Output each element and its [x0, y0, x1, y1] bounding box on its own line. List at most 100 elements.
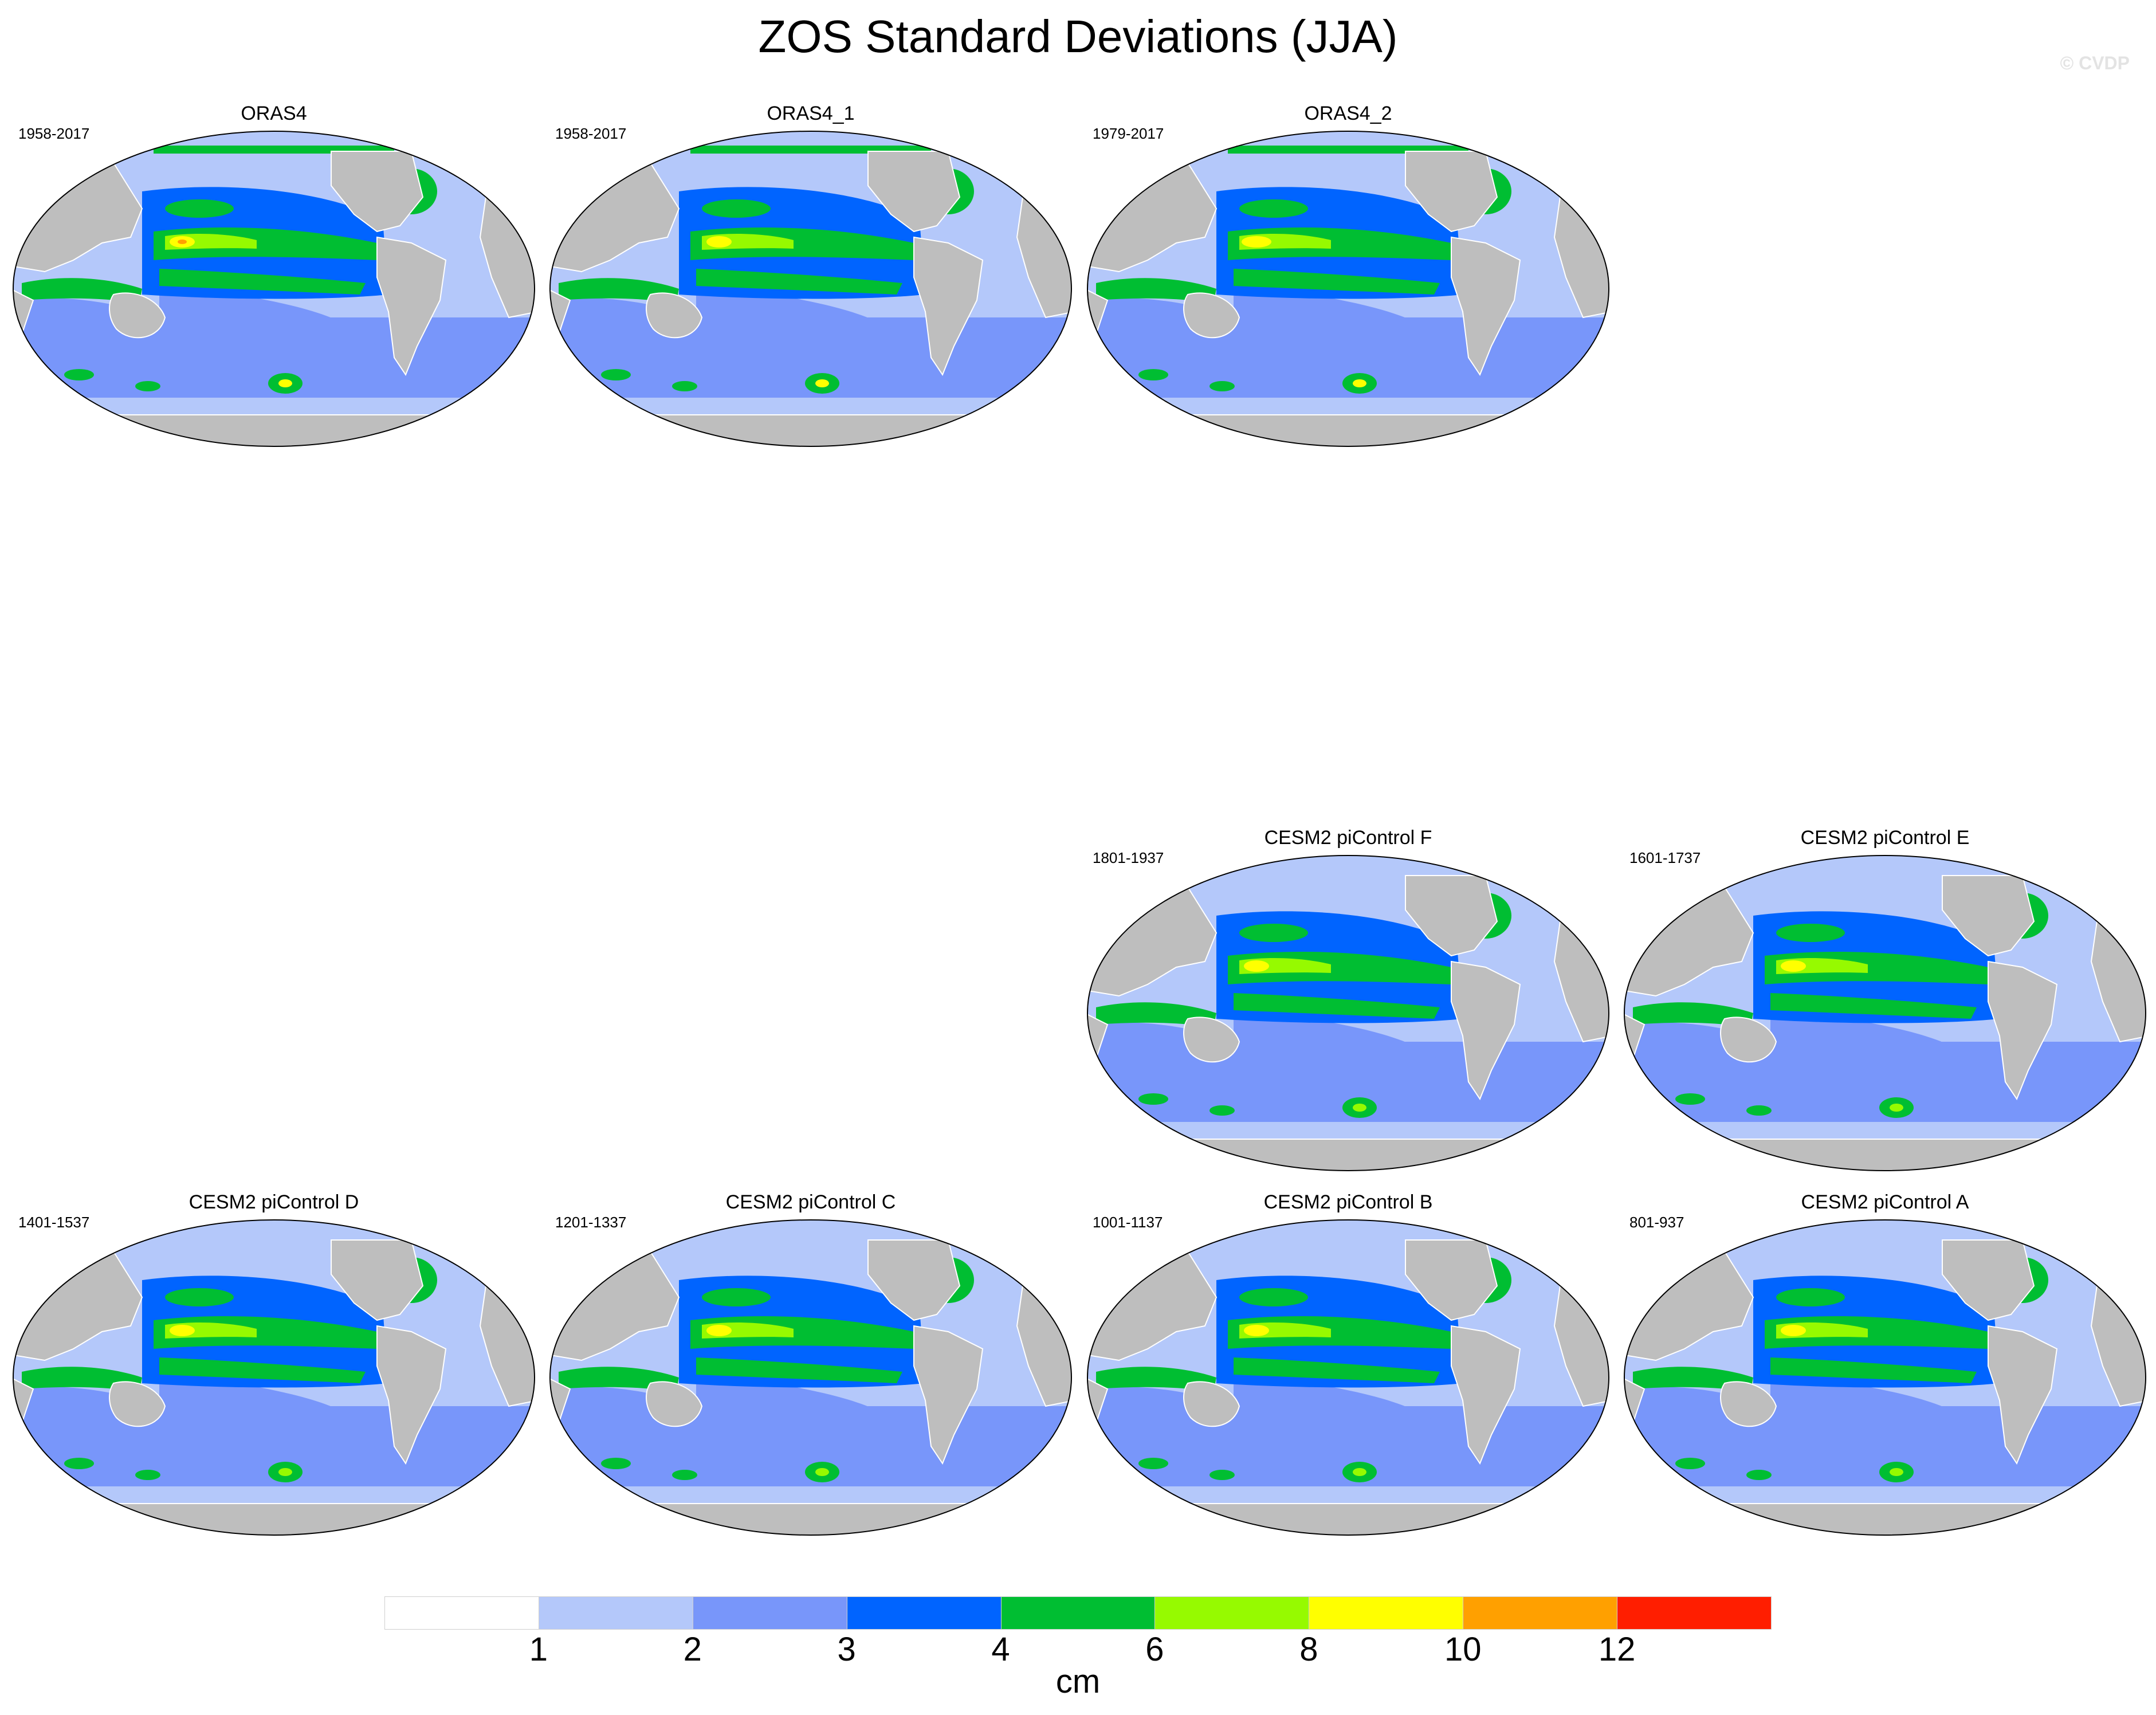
colorbar	[384, 1596, 1772, 1631]
core-yellow	[1781, 1325, 1806, 1336]
colorbar-box	[1617, 1596, 1772, 1630]
map-outline	[549, 1219, 1072, 1536]
core-orange	[178, 240, 187, 244]
global-map	[549, 1219, 1072, 1536]
colorbar-tick-label: 8	[1299, 1631, 1318, 1668]
map-outline	[1624, 855, 2146, 1171]
southern-eddy-mid	[1209, 381, 1235, 391]
colorbar-box	[1463, 1596, 1618, 1630]
map-panel-cesm2-f: CESM2 piControl F 1801-1937	[1085, 826, 1612, 1193]
southern-eddy-core	[815, 379, 829, 387]
australia-land	[1720, 1017, 1777, 1063]
map-outline	[1087, 1219, 1609, 1536]
ocean-field	[1624, 1220, 2146, 1535]
north-america-land	[1942, 1239, 2035, 1321]
antarctica-land	[1087, 1503, 1609, 1535]
panel-period: 1001-1137	[1093, 1214, 1163, 1231]
southern-eddy-core	[1890, 1468, 1903, 1476]
global-map	[1087, 131, 1609, 447]
kuroshio-green	[165, 199, 234, 218]
equatorial-band-south	[696, 1357, 902, 1383]
global-map	[1624, 855, 2146, 1171]
australia-land	[646, 292, 703, 339]
panel-period: 1958-2017	[18, 125, 90, 142]
south-america-land	[1451, 960, 1521, 1101]
south-america-land	[913, 236, 984, 376]
ocean-field	[13, 131, 535, 446]
southern-eddy-core	[1890, 1104, 1903, 1112]
north-america-land	[1405, 1239, 1498, 1321]
map-outline	[1624, 1219, 2146, 1536]
north-america-land	[331, 151, 424, 233]
colorbar-tick-label: 1	[529, 1631, 548, 1668]
south-pacific-region	[1234, 1366, 1451, 1486]
kuroshio-green	[1776, 924, 1845, 942]
panel-title: CESM2 piControl B	[1263, 1191, 1433, 1213]
colorbar-tick-label: 10	[1444, 1631, 1482, 1668]
map-panel-oras4-2: ORAS4_2 1979-2017	[1085, 102, 1612, 469]
kuroshio-green	[1239, 199, 1308, 218]
south-america-land	[376, 1325, 447, 1465]
north-america-land	[331, 1239, 424, 1321]
australia-land	[646, 1381, 703, 1427]
southern-eddy-west	[601, 1458, 631, 1469]
global-map	[549, 131, 1072, 447]
antarctica-land	[1624, 1139, 2146, 1171]
southern-eddy-west	[1138, 1458, 1168, 1469]
equatorial-band-south	[1234, 993, 1440, 1019]
kuroshio-green	[165, 1288, 234, 1306]
panel-period: 801-937	[1629, 1214, 1684, 1231]
southern-eddy-mid	[672, 381, 697, 391]
ocean-field	[550, 131, 1071, 446]
kuroshio-green	[1239, 1288, 1308, 1306]
colorbar-box	[692, 1596, 847, 1630]
australia-land	[1720, 1381, 1777, 1427]
global-map	[1087, 855, 1609, 1171]
global-map	[1624, 1219, 2146, 1536]
south-pacific-region	[1770, 1002, 1988, 1122]
southern-eddy-west	[1138, 369, 1168, 380]
southern-eddy-west	[64, 1458, 94, 1469]
south-america-land	[1988, 960, 2058, 1101]
panel-title: ORAS4_2	[1304, 103, 1392, 124]
panel-title: ORAS4_1	[767, 103, 855, 124]
map-outline	[549, 131, 1072, 447]
map-outline	[13, 1219, 535, 1536]
colorbar-tick-label: 2	[683, 1631, 702, 1668]
panel-period: 1979-2017	[1093, 125, 1164, 142]
southern-eddy-core	[1353, 379, 1366, 387]
southern-eddy-mid	[1746, 1470, 1772, 1480]
map-panel-cesm2-e: CESM2 piControl E 1601-1737	[1621, 826, 2149, 1193]
colorbar-tick-label: 6	[1145, 1631, 1164, 1668]
australia-land	[109, 1381, 166, 1427]
global-map	[1087, 1219, 1609, 1536]
panel-period: 1201-1337	[555, 1214, 627, 1231]
map-panel-cesm2-c: CESM2 piControl C 1201-1337	[547, 1191, 1074, 1557]
australia-land	[1183, 1381, 1240, 1427]
equatorial-band-south	[159, 269, 366, 295]
southern-eddy-core	[1353, 1468, 1366, 1476]
map-outline	[1087, 131, 1609, 447]
panel-title: CESM2 piControl C	[725, 1191, 896, 1213]
colorbar-box	[846, 1596, 1002, 1630]
map-panel-oras4: ORAS4 1958-2017	[10, 102, 537, 469]
map-panel-cesm2-d: CESM2 piControl D 1401-1537	[10, 1191, 537, 1557]
colorbar-unit: cm	[1055, 1663, 1101, 1700]
core-yellow	[706, 236, 732, 248]
core-yellow	[170, 1325, 195, 1336]
antarctica-land	[13, 414, 535, 446]
map-panel-cesm2-b: CESM2 piControl B 1001-1137	[1085, 1191, 1612, 1557]
panel-period: 1401-1537	[18, 1214, 90, 1231]
kuroshio-green	[1239, 924, 1308, 942]
southern-eddy-west	[64, 369, 94, 380]
southern-eddy-mid	[1746, 1105, 1772, 1116]
south-america-land	[1451, 236, 1521, 376]
australia-land	[109, 292, 166, 339]
core-yellow	[1244, 960, 1269, 972]
southern-eddy-core	[1353, 1104, 1366, 1112]
south-pacific-region	[1234, 1002, 1451, 1122]
south-pacific-region	[696, 1366, 914, 1486]
southern-eddy-mid	[1209, 1105, 1235, 1116]
north-america-land	[867, 1239, 961, 1321]
north-america-land	[1405, 875, 1498, 957]
